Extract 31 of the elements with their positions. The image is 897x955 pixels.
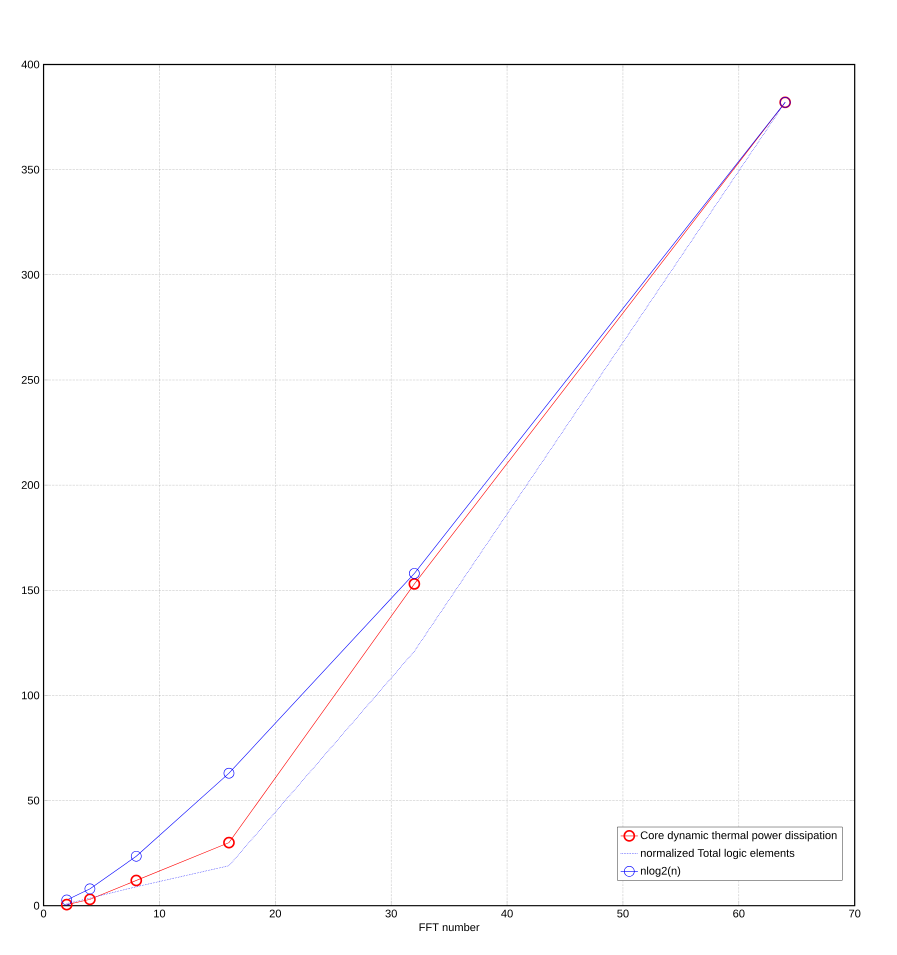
legend-label: nlog2(n) [641, 866, 680, 877]
x-tick-label: 0 [41, 910, 46, 918]
x-tick-label: 20 [270, 910, 282, 918]
x-tick-label: 60 [733, 910, 745, 918]
x-tick-label: 10 [154, 910, 166, 918]
point [62, 894, 72, 906]
point [130, 874, 142, 886]
point [409, 568, 420, 579]
x-tick-label: 30 [386, 910, 398, 918]
point [224, 768, 235, 779]
y-tick-label: 350 [22, 166, 40, 174]
legend-label: Core dynamic thermal power dissipation [641, 831, 837, 842]
y-tick-label: 400 [22, 60, 40, 68]
point [84, 884, 96, 894]
y-tick-label: 250 [22, 376, 40, 384]
y-tick-label: 200 [22, 481, 40, 490]
x-tick-label: 50 [617, 910, 629, 918]
y-tick-label: 50 [28, 796, 40, 804]
x-tick-label: 70 [849, 910, 861, 918]
point [84, 894, 96, 906]
point [223, 836, 236, 848]
y-tick-label: 150 [22, 586, 40, 594]
legend-label: normalized Total logic elements [641, 848, 795, 860]
y-tick-label: 300 [22, 270, 40, 279]
y-tick-label: 100 [22, 691, 40, 700]
point [131, 850, 142, 862]
x-axis-title: FFT number [420, 923, 480, 932]
y-tick-label: 0 [34, 902, 40, 910]
point [61, 898, 73, 910]
x-tick-label: 40 [501, 910, 514, 918]
point [408, 578, 420, 590]
